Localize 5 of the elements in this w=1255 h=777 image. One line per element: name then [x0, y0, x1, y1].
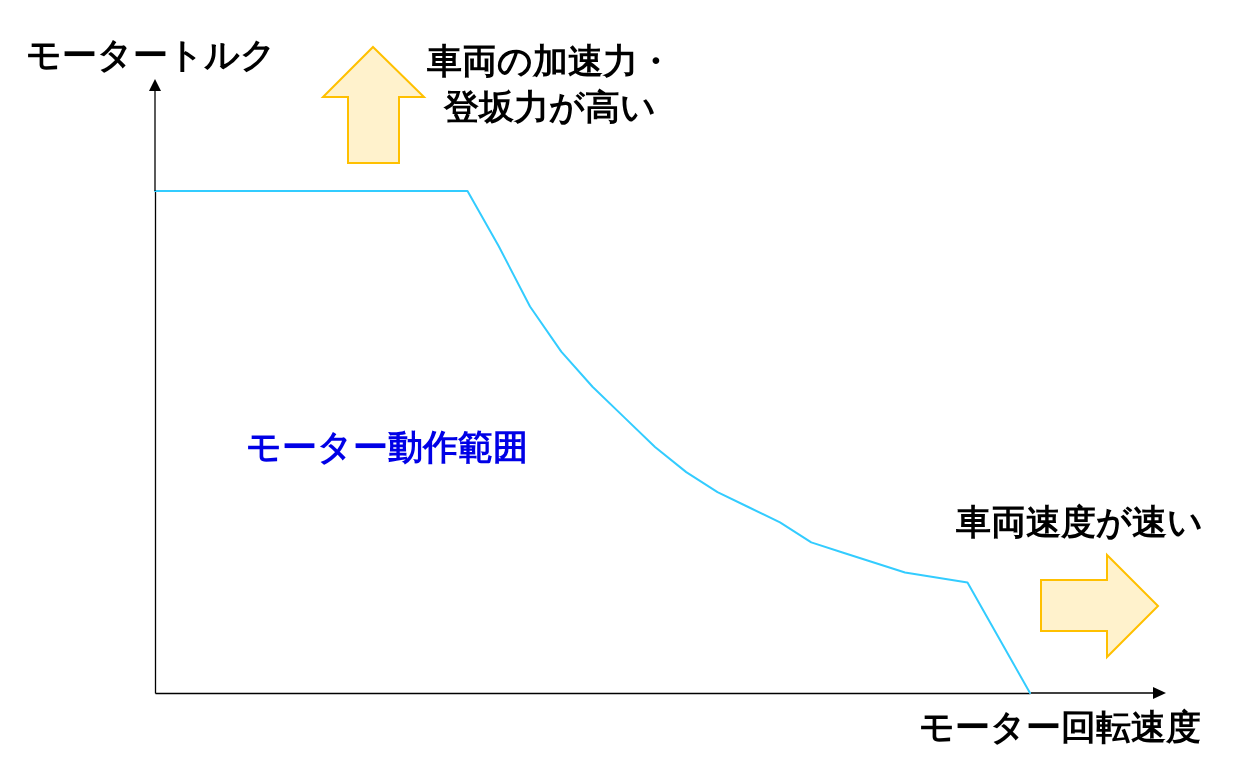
text: 車両の加速力・登坂力が高い	[426, 41, 673, 127]
annotation: 車両速度が速い	[954, 502, 1203, 542]
x-axis-title: モーター回転速度	[918, 706, 1201, 747]
y-axis-title: モータートルク	[25, 34, 276, 75]
annotation: モーター動作範囲	[246, 427, 528, 467]
